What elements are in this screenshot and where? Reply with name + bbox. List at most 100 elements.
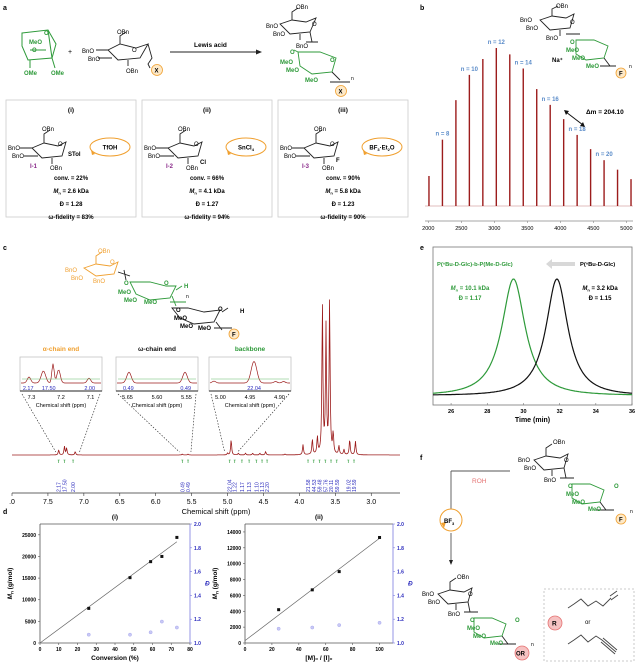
- f-prod-link-o: O: [470, 618, 475, 624]
- sec-homo-mn: Mn = 3.2 kDa: [582, 286, 618, 293]
- nmr-inset-tick-label: 5.60: [152, 395, 163, 401]
- nmr-x-tick-label: 5.0: [223, 499, 233, 506]
- nmr-inset-spectrum: [117, 371, 197, 384]
- product-ring-o-1: O: [312, 22, 317, 28]
- y2-tick-label: 2.0: [194, 522, 201, 528]
- r-badge: [547, 615, 563, 631]
- x-tick-label: 10: [56, 647, 62, 653]
- panel-label-f: f: [420, 455, 423, 462]
- x-tick-label: 20: [75, 647, 81, 653]
- product-meo-1: MeO: [280, 60, 293, 66]
- nmr-inset-title: ω-chain end: [138, 346, 176, 353]
- nmr-x-tick-label: 3.0: [366, 499, 376, 506]
- ms-x-tick-label: 2000: [422, 226, 434, 232]
- nmr-inset-integral-value: 2.00: [84, 386, 95, 392]
- sec-x-tick-label: 30: [520, 409, 526, 415]
- c-meo-4: MeO: [174, 316, 187, 322]
- sec-homo-dispersity: Đ = 1.15: [589, 296, 613, 302]
- f-start-obn: OBn: [553, 440, 565, 446]
- donor-obn-2: OBn: [322, 166, 334, 172]
- nmr-integral-value: 57.76: [323, 479, 329, 492]
- x-axis-title: Conversion (%): [91, 655, 139, 662]
- product-end-badge: [335, 85, 347, 97]
- donor-ring-o: O: [330, 142, 335, 148]
- nmr-integral-mark: [266, 459, 269, 463]
- nmr-integral-mark: [335, 459, 338, 463]
- catalyst-label: BF3·Et2O: [369, 146, 394, 153]
- sec-x-tick-label: 32: [557, 409, 563, 415]
- donor-ring-o: O: [132, 48, 137, 54]
- chart-title: (ii): [315, 514, 323, 521]
- glycosyl-donor-structure: [156, 129, 203, 164]
- b-bno-2: BnO: [546, 36, 558, 42]
- mn-point: [175, 535, 179, 539]
- y2-tick-label: 1.2: [194, 617, 201, 623]
- dispersity: Đ = 1.27: [196, 202, 220, 208]
- chart-d-i: (i) 0 10 20 30 40 50 60 70 80 0 5000 10000 15000 20000…: [7, 514, 210, 662]
- molecular-weight: Mn = 2.6 kDa: [53, 189, 89, 196]
- nmr-inset-integral-value: 0.49: [180, 386, 191, 392]
- donor-bno-3: BnO: [12, 154, 24, 160]
- nmr-integral-value: 59.59: [335, 479, 341, 492]
- nmr-integral-mark: [324, 459, 327, 463]
- sec-x-tick-label: 26: [448, 409, 454, 415]
- c-bno-2: BnO: [71, 276, 83, 282]
- condition-box-title: (i): [68, 107, 74, 114]
- nmr-integral-value: 17.50: [62, 479, 68, 492]
- nmr-integral-mark: [353, 459, 356, 463]
- panel-label-c: c: [3, 245, 7, 252]
- x-tick-label: 60: [150, 647, 156, 653]
- y-axis-title: Mn (g/mol): [212, 568, 220, 600]
- y2-axis-title: Đ: [408, 581, 413, 588]
- donor-obn-2: OBn: [126, 69, 138, 75]
- nmr-integral-value: 20.11: [329, 480, 335, 492]
- b-bno-3: BnO: [526, 26, 538, 32]
- chart-frame: [244, 523, 393, 644]
- mn-point: [310, 588, 314, 592]
- f-start-end-badge: [615, 513, 627, 525]
- y-tick-label: 0: [33, 641, 36, 647]
- donor-obn-6: OBn: [117, 30, 129, 36]
- initiator-id: I-2: [166, 164, 174, 170]
- y-tick-label: 5000: [25, 619, 36, 625]
- b-meo-3: MeO: [586, 64, 599, 70]
- c-h-2: H: [240, 309, 244, 315]
- f-prod-meo-3: MeO: [490, 641, 503, 647]
- cycle-arrow-icon: [227, 150, 231, 155]
- delta-mass-label: Δm = 204.10: [586, 109, 624, 116]
- x-tick-label: 100: [375, 647, 384, 653]
- y2-tick-label: 1.8: [397, 546, 404, 552]
- f-start-meo-1: MeO: [566, 492, 579, 498]
- product-obn-6: OBn: [296, 5, 308, 11]
- sec-x-tick-label: 28: [484, 409, 490, 415]
- y-tick-label: 0: [238, 641, 241, 647]
- nmr-inset-tick-label: 5.65: [122, 395, 133, 401]
- dispersity-point: [377, 620, 382, 625]
- b-obn-6: OBn: [556, 4, 568, 10]
- f-prod-obn: OBn: [457, 575, 469, 581]
- mn-point: [87, 606, 91, 610]
- y-tick-label: 8000: [230, 578, 241, 584]
- catalyst-label: TfOH: [103, 146, 118, 152]
- nmr-integral-mark: [248, 459, 251, 463]
- y2-tick-label: 2.0: [397, 522, 404, 528]
- panel-d: d (i)0 10 20 30 40 50 60 70 80050001000015000200…: [3, 509, 413, 662]
- x-tick-label: 50: [131, 647, 137, 653]
- nmr-inset-spectrum: [209, 360, 290, 384]
- condition-box-2: (ii) OBn BnO BnO OBn O I-2 Cl SnCl4 conv. = 66% Mn…: [141, 99, 273, 221]
- donor-obn-2: OBn: [186, 166, 198, 172]
- nmr-spectrum: 2.17 17.50 2.00 0.49 0.49 22.04 1.22 1.17 1.13 1.…: [9, 299, 400, 516]
- hexenyl-group: [567, 590, 619, 609]
- y2-tick-label: 1.0: [194, 641, 201, 647]
- mn-point: [149, 560, 153, 564]
- f-prod-bno-2: BnO: [428, 600, 440, 606]
- nmr-integral-value: 0.49: [180, 482, 186, 492]
- nmr-integral-mark: [57, 459, 60, 463]
- omega-fidelity: ω-fidelity = 90%: [320, 215, 366, 221]
- c-bno-1: BnO: [65, 268, 77, 274]
- donor-obn-6: OBn: [42, 127, 54, 133]
- nmr-zoom-guide: [21, 393, 101, 453]
- dispersity-point: [276, 626, 281, 631]
- c-repeat-n: n: [186, 294, 189, 300]
